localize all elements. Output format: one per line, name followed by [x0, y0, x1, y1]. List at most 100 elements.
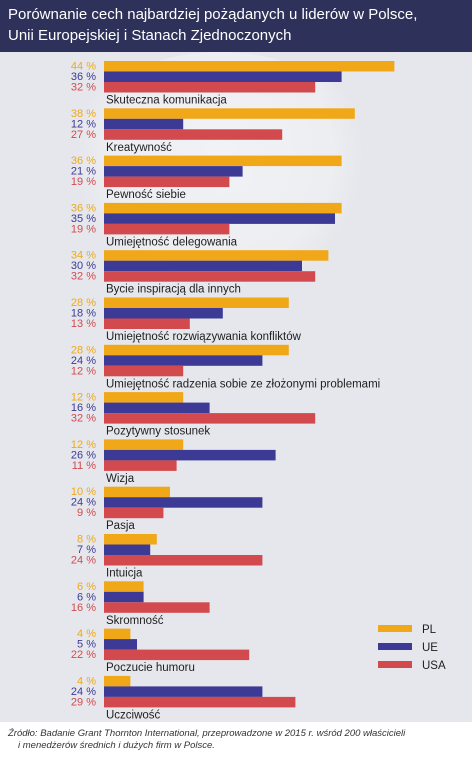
bar-ue — [104, 639, 137, 650]
value-label-ue: 16 % — [71, 402, 96, 414]
value-label-pl: 4 % — [77, 628, 96, 640]
category-label: Uczciwość — [106, 709, 161, 721]
value-label-usa: 13 % — [71, 318, 96, 330]
value-label-usa: 19 % — [71, 176, 96, 188]
value-label-pl: 36 % — [71, 202, 96, 214]
category-label: Umiejętność radzenia sobie ze złożonymi … — [106, 378, 380, 390]
bar-pl — [104, 202, 342, 214]
category-label: Kreatywność — [106, 142, 172, 154]
value-label-pl: 28 % — [71, 344, 96, 356]
value-label-ue: 6 % — [77, 591, 96, 603]
value-label-usa: 11 % — [72, 460, 96, 472]
bar-ue — [104, 166, 243, 177]
bar-ue — [104, 449, 276, 461]
value-label-usa: 16 % — [71, 602, 96, 614]
bar-pl — [104, 61, 395, 72]
value-label-usa: 32 % — [71, 413, 96, 425]
bar-usa — [104, 365, 184, 377]
category-label: Umiejętność rozwiązywania konfliktów — [106, 331, 302, 343]
category-label: Pozytywny stosunek — [106, 426, 210, 438]
bar-usa — [104, 318, 190, 329]
source-line-2: i menedżerów średnich i dużych firm w Po… — [18, 740, 215, 751]
bar-pl — [104, 155, 342, 167]
legend-swatch-pl — [378, 625, 412, 632]
bar-ue — [104, 213, 335, 224]
value-label-ue: 7 % — [77, 544, 96, 556]
value-label-usa: 19 % — [71, 223, 96, 235]
bar-pl — [104, 628, 131, 640]
source-note: Źródło: Badanie Grant Thornton Internati… — [8, 728, 468, 752]
bar-ue — [104, 260, 302, 272]
category-label: Pasja — [106, 520, 135, 532]
bar-pl — [104, 675, 131, 687]
bar-usa — [104, 223, 230, 235]
source-line-1: Źródło: Badanie Grant Thornton Internati… — [8, 728, 406, 739]
value-label-ue: 30 % — [71, 260, 96, 272]
bar-ue — [104, 308, 223, 319]
category-label: Wizja — [106, 473, 135, 485]
value-label-ue: 21 % — [71, 166, 96, 178]
legend-label-usa: USA — [422, 660, 446, 672]
chart-title: Porównanie cech najbardziej pożądanych u… — [8, 4, 468, 46]
value-label-ue: 5 % — [77, 639, 96, 651]
bar-pl — [104, 392, 184, 403]
category-label: Pewność siebie — [106, 189, 186, 201]
bar-ue — [104, 71, 342, 82]
value-label-ue: 24 % — [71, 497, 96, 509]
bar-usa — [104, 555, 263, 566]
bar-ue — [104, 118, 184, 130]
bar-usa — [104, 413, 316, 424]
value-label-usa: 29 % — [71, 696, 96, 708]
bar-ue — [104, 355, 263, 366]
bar-usa — [104, 507, 164, 519]
bar-pl — [104, 581, 144, 592]
bar-ue — [104, 544, 151, 555]
value-label-pl: 8 % — [77, 534, 96, 546]
bar-ue — [104, 402, 210, 414]
value-label-pl: 12 % — [71, 392, 96, 404]
bar-usa — [104, 129, 283, 140]
value-label-ue: 18 % — [71, 308, 96, 320]
value-label-usa: 22 % — [71, 649, 96, 661]
chart-header: Porównanie cech najbardziej pożądanych u… — [0, 0, 472, 52]
bar-ue — [104, 591, 144, 603]
bar-usa — [104, 602, 210, 613]
value-label-pl: 38 % — [71, 108, 96, 120]
category-label: Umiejętność delegowania — [106, 236, 238, 248]
legend-label-pl: PL — [422, 624, 437, 636]
category-label: Skromność — [106, 615, 164, 627]
bar-ue — [104, 497, 263, 508]
bar-pl — [104, 439, 184, 450]
bar-pl — [104, 250, 329, 261]
legend-label-ue: UE — [422, 642, 438, 654]
value-label-usa: 27 % — [71, 129, 96, 141]
value-label-usa: 32 % — [71, 82, 96, 94]
bar-pl — [104, 486, 170, 498]
bar-pl — [104, 108, 355, 119]
value-label-usa: 12 % — [71, 365, 96, 377]
category-label: Bycie inspiracją dla innych — [106, 284, 241, 296]
bar-usa — [104, 649, 250, 661]
value-label-pl: 10 % — [71, 486, 96, 498]
bar-pl — [104, 344, 289, 356]
bar-usa — [104, 271, 316, 282]
value-label-ue: 36 % — [71, 71, 96, 83]
category-label: Poczucie humoru — [106, 662, 195, 674]
value-label-usa: 9 % — [77, 507, 96, 519]
category-label: Skuteczna komunikacja — [106, 95, 227, 107]
value-label-usa: 32 % — [71, 271, 96, 283]
value-label-pl: 28 % — [71, 297, 96, 309]
value-label-ue: 26 % — [71, 449, 96, 461]
bar-pl — [104, 297, 289, 308]
bar-usa — [104, 460, 177, 471]
value-label-ue: 35 % — [71, 213, 96, 225]
bar-usa — [104, 176, 230, 188]
category-label: Intuicja — [106, 568, 143, 580]
value-label-ue: 24 % — [71, 686, 96, 698]
bar-usa — [104, 82, 316, 93]
bar-ue — [104, 686, 263, 697]
bar-pl — [104, 534, 157, 545]
value-label-pl: 4 % — [77, 675, 96, 687]
value-label-usa: 24 % — [71, 555, 96, 567]
